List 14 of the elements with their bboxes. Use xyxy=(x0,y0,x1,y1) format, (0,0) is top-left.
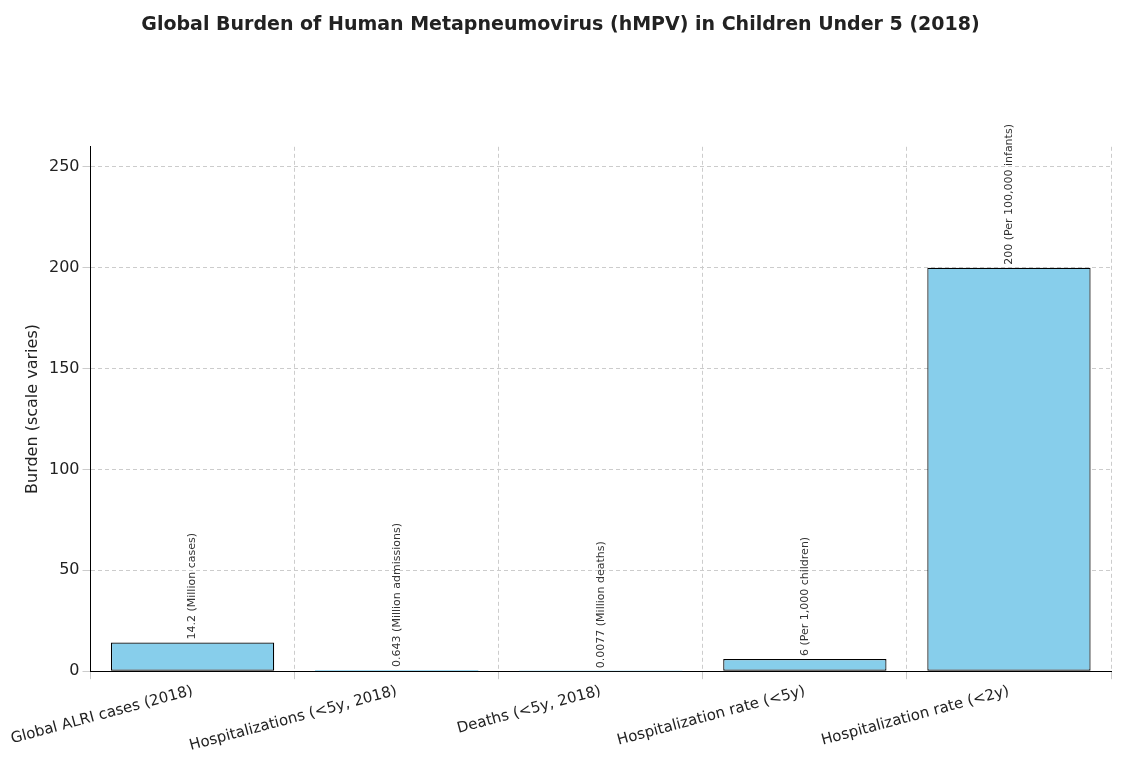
y-tick-label: 150 xyxy=(48,357,80,377)
y-tick-label: 0 xyxy=(69,660,80,680)
x-tick-label: Deaths (<5y, 2018) xyxy=(454,681,603,737)
data-label: 6 (Per 1,000 children) xyxy=(797,536,811,657)
y-tick-label: 50 xyxy=(59,559,80,579)
y-tick-label: 200 xyxy=(48,256,80,276)
y-tick-label: 250 xyxy=(48,156,80,176)
y-tick-label: 100 xyxy=(48,458,80,478)
y-axis-title: Burden (scale varies) xyxy=(21,324,41,494)
data-label: 200 (Per 100,000 infants) xyxy=(1001,124,1015,265)
data-label: 0.0077 (Million deaths) xyxy=(593,541,607,669)
data-label: 0.643 (Million admissions) xyxy=(389,522,403,667)
chart-title: Global Burden of Human Metapneumovirus (hMPV) in Children Under 5 (2018) xyxy=(141,12,980,35)
data-label: 14.2 (Million cases) xyxy=(185,533,199,640)
